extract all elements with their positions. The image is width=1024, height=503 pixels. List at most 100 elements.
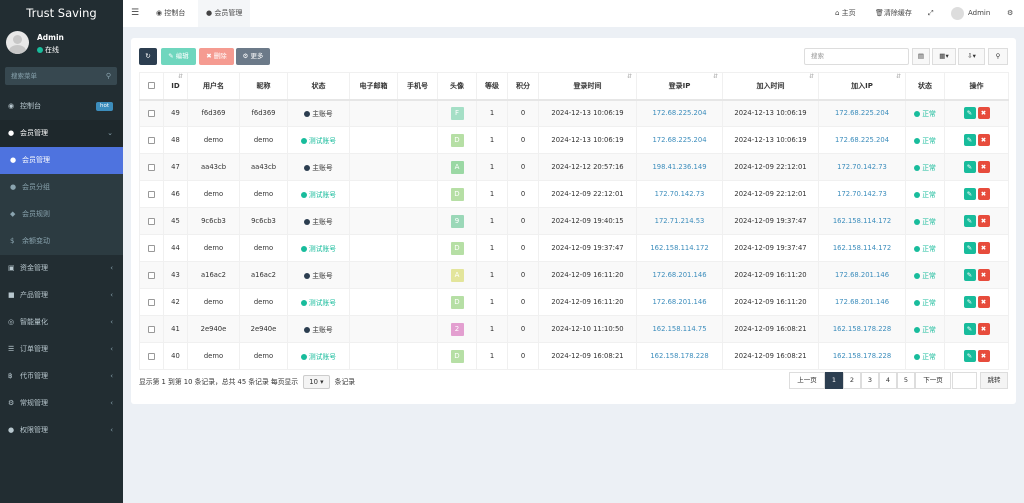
- jump-button[interactable]: 跳转: [980, 372, 1008, 389]
- row-checkbox[interactable]: [139, 180, 164, 208]
- page-jump-input[interactable]: [952, 372, 977, 389]
- row-edit-button[interactable]: ✎: [963, 107, 976, 120]
- row-checkbox[interactable]: [139, 234, 164, 262]
- table-row[interactable]: 41 2e940e 2e940e 主账号 2 1 0 2024-12-10 11:10:50 1…: [139, 315, 1009, 343]
- ip-link[interactable]: 172.68.201.146: [834, 298, 890, 306]
- fullscreen-icon[interactable]: ⤢: [928, 9, 934, 17]
- ip-link[interactable]: 198.41.236.149: [652, 163, 707, 171]
- col-header[interactable]: ID ⇵: [163, 72, 188, 101]
- row-checkbox[interactable]: [139, 288, 164, 316]
- cell-login-ip[interactable]: 172.70.142.73: [636, 180, 723, 208]
- row-edit-button[interactable]: ✎: [963, 350, 976, 362]
- cell-join-ip[interactable]: 172.70.142.73: [818, 180, 906, 208]
- sidebar-item-member-rule[interactable]: ◆ 会员规则: [0, 201, 123, 228]
- cell-login-ip[interactable]: 162.158.114.75: [636, 315, 723, 343]
- settings-gear-icon[interactable]: ⚙: [1007, 9, 1014, 17]
- ip-link[interactable]: 162.158.114.172: [832, 244, 892, 252]
- row-delete-button[interactable]: ✖: [977, 161, 990, 173]
- ip-link[interactable]: 172.68.201.146: [652, 298, 707, 306]
- row-edit-button[interactable]: ✎: [963, 134, 976, 146]
- avatar[interactable]: D: [450, 133, 464, 147]
- row-edit-button[interactable]: ✎: [963, 296, 976, 308]
- ip-link[interactable]: 172.70.142.73: [837, 163, 887, 171]
- row-delete-button[interactable]: ✖: [977, 350, 990, 362]
- avatar[interactable]: D: [450, 349, 464, 363]
- row-edit-button[interactable]: ✎: [963, 188, 976, 200]
- table-row[interactable]: 43 a16ac2 a16ac2 主账号 A 1 0 2024-12-09 16:11:20 1…: [139, 261, 1009, 289]
- clear-cache-button[interactable]: 🗑清除缓存: [875, 0, 912, 27]
- ip-link[interactable]: 172.68.225.204: [652, 109, 707, 118]
- ip-link[interactable]: 172.68.225.204: [652, 136, 707, 144]
- export-dropdown-icon[interactable]: ⇩▾: [958, 48, 985, 65]
- sidebar-item-balance[interactable]: $ 余额变动: [0, 228, 123, 255]
- row-edit-button[interactable]: ✎: [963, 269, 976, 281]
- row-edit-button[interactable]: ✎: [963, 242, 976, 254]
- table-row[interactable]: 40 demo demo 测试账号 D 1 0 2024-12-09 16:08:21 162.…: [139, 342, 1009, 370]
- row-delete-button[interactable]: ✖: [977, 296, 990, 308]
- cell-login-ip[interactable]: 162.158.114.172: [636, 234, 723, 262]
- table-row[interactable]: 48 demo demo 测试账号 D 1 0 2024-12-13 10:06:19 172.…: [139, 126, 1009, 154]
- menu-toggle-icon[interactable]: ☰: [131, 8, 140, 18]
- ip-link[interactable]: 172.70.142.73: [837, 190, 887, 198]
- ip-link[interactable]: 172.68.225.204: [834, 136, 890, 144]
- next-page-button[interactable]: 下一页: [915, 372, 951, 389]
- page-button-5[interactable]: 5: [897, 372, 915, 389]
- cell-join-ip[interactable]: 172.70.142.73: [818, 153, 906, 181]
- page-button-3[interactable]: 3: [861, 372, 879, 389]
- page-button-1[interactable]: 1: [825, 372, 843, 389]
- sidebar-item-products[interactable]: ■ 产品管理 ‹: [0, 282, 123, 309]
- tab-member-management[interactable]: ● 会员管理: [198, 0, 251, 27]
- search-toggle-icon[interactable]: ⚲: [988, 48, 1008, 65]
- avatar[interactable]: A: [450, 268, 464, 282]
- table-row[interactable]: 46 demo demo 测试账号 D 1 0 2024-12-09 22:12:01 172.…: [139, 180, 1009, 208]
- sidebar-item-funds[interactable]: ▣ 资金管理 ‹: [0, 255, 123, 282]
- cell-join-ip[interactable]: 172.68.225.204: [818, 126, 906, 154]
- row-checkbox[interactable]: [139, 126, 164, 154]
- table-search-input[interactable]: 搜索: [804, 48, 909, 65]
- row-checkbox[interactable]: [139, 99, 164, 127]
- columns-dropdown-icon[interactable]: ▦▾: [932, 48, 956, 65]
- avatar[interactable]: A: [450, 160, 464, 174]
- cell-login-ip[interactable]: 172.71.214.53: [636, 207, 723, 235]
- sidebar-item-tokens[interactable]: ฿ 代币管理 ‹: [0, 363, 123, 390]
- sidebar-item-member-management[interactable]: ● 会员管理 ⌄: [0, 120, 123, 147]
- ip-link[interactable]: 172.71.214.53: [654, 217, 705, 225]
- search-icon[interactable]: ⚲: [105, 72, 111, 80]
- row-checkbox[interactable]: [139, 342, 164, 370]
- sidebar-item-permissions[interactable]: ● 权限管理 ‹: [0, 417, 123, 444]
- row-checkbox[interactable]: [139, 207, 164, 235]
- sidebar-item-quant[interactable]: ◎ 智能量化 ‹: [0, 309, 123, 336]
- cell-login-ip[interactable]: 162.158.178.228: [636, 342, 723, 370]
- cell-join-ip[interactable]: 162.158.114.172: [818, 234, 906, 262]
- page-button-2[interactable]: 2: [843, 372, 861, 389]
- page-button-4[interactable]: 4: [879, 372, 897, 389]
- col-header[interactable]: 登录时间 ⇵: [538, 72, 637, 101]
- cell-join-ip[interactable]: 162.158.114.172: [818, 207, 906, 235]
- admin-menu[interactable]: Admin: [951, 0, 990, 27]
- cell-login-ip[interactable]: 172.68.225.204: [636, 99, 723, 127]
- table-row[interactable]: 47 aa43cb aa43cb 主账号 A 1 0 2024-12-12 20:57:16 1…: [139, 153, 1009, 181]
- ip-link[interactable]: 162.158.114.172: [650, 244, 709, 252]
- sidebar-item-dashboard[interactable]: ◉ 控制台 hot: [0, 93, 123, 120]
- table-row[interactable]: 42 demo demo 测试账号 D 1 0 2024-12-09 16:11:20 172.…: [139, 288, 1009, 316]
- cell-join-ip[interactable]: 172.68.201.146: [818, 261, 906, 289]
- row-delete-button[interactable]: ✖: [977, 242, 990, 254]
- row-checkbox[interactable]: [139, 153, 164, 181]
- app-title[interactable]: Trust Saving: [0, 0, 123, 27]
- tab-dashboard[interactable]: ◉ 控制台: [156, 0, 185, 27]
- sidebar-item-orders[interactable]: ☰ 订单管理 ‹: [0, 336, 123, 363]
- cell-login-ip[interactable]: 172.68.225.204: [636, 126, 723, 154]
- cell-login-ip[interactable]: 198.41.236.149: [636, 153, 723, 181]
- row-checkbox[interactable]: [139, 261, 164, 289]
- prev-page-button[interactable]: 上一页: [789, 372, 825, 389]
- select-all-checkbox[interactable]: [139, 72, 164, 101]
- ip-link[interactable]: 162.158.114.75: [652, 325, 707, 333]
- avatar[interactable]: D: [450, 187, 464, 201]
- refresh-button[interactable]: ↻: [139, 48, 157, 65]
- avatar[interactable]: 2: [450, 322, 464, 336]
- col-header[interactable]: 登录IP ⇵: [636, 72, 723, 101]
- row-delete-button[interactable]: ✖: [977, 269, 990, 281]
- row-delete-button[interactable]: ✖: [977, 107, 990, 120]
- table-row[interactable]: 45 9c6cb3 9c6cb3 主账号 9 1 0 2024-12-09 19:40:15 1…: [139, 207, 1009, 235]
- row-delete-button[interactable]: ✖: [977, 134, 990, 146]
